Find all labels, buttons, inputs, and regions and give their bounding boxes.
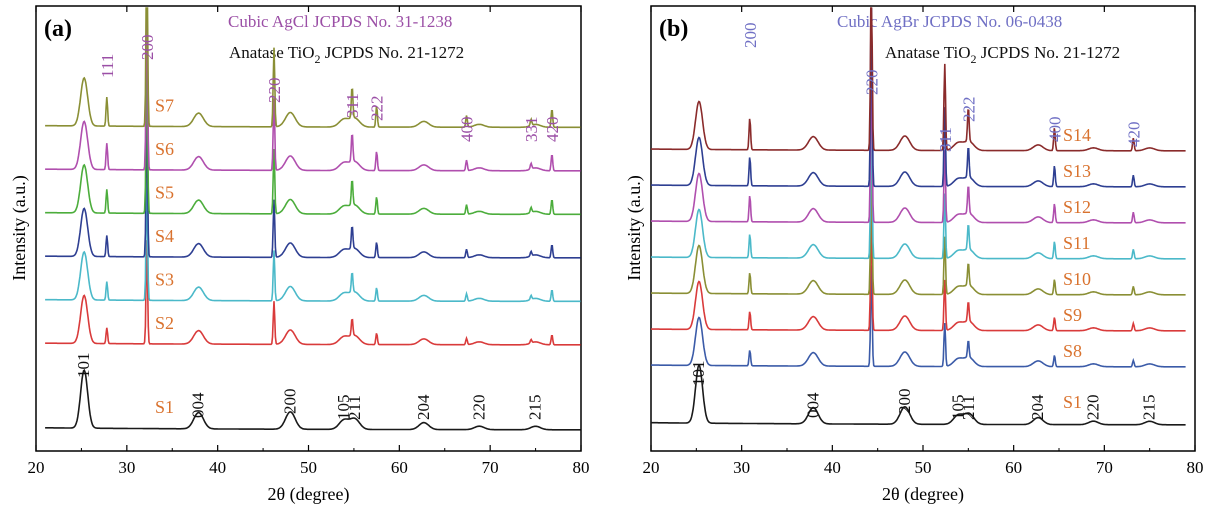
chart-panel-b: 20 30 40 50 60 70 80 2θ (degree) Intensity (a.u.…: [624, 5, 1204, 505]
anatase-peak-label: 105: [334, 395, 353, 421]
x-axis-title: 2θ (degree): [882, 484, 964, 505]
series-line-s7: [45, 7, 581, 129]
panel-label: (b): [659, 16, 688, 42]
x-tick-label: 60: [391, 458, 408, 477]
series-line-s14: [651, 7, 1186, 152]
anatase-peak-label: 101: [74, 353, 93, 379]
series-label-s3: S3: [155, 270, 174, 290]
anatase-peak-label: 004: [803, 392, 822, 418]
series-label-s5: S5: [155, 183, 174, 203]
anatase-peak-label: 220: [469, 395, 488, 421]
series-label-s11: S11: [1063, 233, 1090, 253]
plot-frame: [650, 5, 1196, 452]
panel-label: (a): [44, 16, 72, 42]
anatase-peak-label: 105: [948, 395, 967, 421]
x-tick-label: 20: [643, 458, 660, 477]
halide-peak-label: 311: [343, 93, 362, 118]
halide-peak-label: 111: [98, 54, 117, 78]
series-line-s11: [651, 106, 1186, 260]
halide-peak-label: 220: [862, 70, 881, 96]
series-label-s2: S2: [155, 313, 174, 333]
series-label-s1: S1: [1063, 392, 1082, 412]
halide-peak-label: 200: [741, 23, 760, 49]
reference-card-anatase: Anatase TiO2 JCPDS No. 21-1272: [229, 43, 464, 66]
series-label-s7: S7: [155, 96, 174, 116]
x-tick-label: 80: [573, 458, 590, 477]
x-tick-label: 60: [1005, 458, 1022, 477]
series-line-s4: [45, 118, 581, 259]
halide-peak-label: 420: [543, 117, 562, 143]
anatase-peak-label: 204: [1028, 394, 1047, 420]
x-tick-label: 40: [824, 458, 841, 477]
anatase-peak-label: 200: [895, 389, 914, 415]
halide-peak-label: 420: [1124, 122, 1143, 148]
series-label-s6: S6: [155, 139, 174, 159]
series-label-s9: S9: [1063, 305, 1082, 325]
x-tick-label: 50: [300, 458, 317, 477]
series-line-s10: [651, 159, 1186, 296]
anatase-peak-label: 211: [959, 395, 978, 420]
anatase-peak-label: 220: [1083, 395, 1102, 421]
series-label-s12: S12: [1063, 197, 1091, 217]
anatase-peak-label: 200: [280, 389, 299, 415]
plot-frame: [35, 5, 582, 452]
halide-peak-label: 311: [936, 127, 955, 152]
series-line-s8: [651, 265, 1186, 368]
series-label-s10: S10: [1063, 269, 1091, 289]
x-tick-label: 70: [1096, 458, 1113, 477]
x-tick-label: 80: [1187, 458, 1204, 477]
x-tick-label: 30: [118, 458, 135, 477]
halide-peak-label: 400: [1045, 117, 1064, 143]
series-line-s9: [651, 212, 1186, 332]
x-tick-label: 50: [915, 458, 932, 477]
series-line-s3: [45, 179, 581, 303]
series-line-s12: [651, 54, 1186, 224]
series-line-s2: [45, 240, 581, 346]
series-line-s1: [651, 363, 1186, 426]
series-label-s13: S13: [1063, 161, 1091, 181]
halide-peak-label: 200: [138, 35, 157, 61]
series-line-s1: [45, 368, 581, 431]
reference-card-halide: Cubic AgCl JCPDS No. 31-1238: [228, 12, 452, 31]
series-label-s8: S8: [1063, 341, 1082, 361]
series-label-s14: S14: [1063, 125, 1091, 145]
anatase-peak-label: 211: [345, 395, 364, 420]
halide-peak-label: 400: [458, 117, 477, 143]
anatase-peak-label: 204: [414, 394, 433, 420]
anatase-peak-label: 004: [189, 392, 208, 418]
x-axis-title: 2θ (degree): [267, 484, 349, 505]
halide-peak-label: 220: [265, 78, 284, 104]
series-line-s5: [45, 57, 581, 216]
x-tick-label: 20: [28, 458, 45, 477]
reference-card-anatase: Anatase TiO2 JCPDS No. 21-1272: [885, 43, 1120, 66]
y-axis-title: Intensity (a.u.): [624, 175, 645, 280]
series-line-s6: [45, 7, 581, 172]
halide-peak-label: 222: [368, 96, 387, 122]
halide-peak-label: 331: [522, 117, 541, 143]
series-label-s4: S4: [155, 226, 174, 246]
reference-card-halide: Cubic AgBr JCPDS No. 06-0438: [837, 12, 1062, 31]
anatase-peak-label: 101: [689, 361, 708, 387]
y-axis-title: Intensity (a.u.): [9, 175, 30, 280]
series-label-s1: S1: [155, 397, 174, 417]
series-line-s13: [651, 7, 1186, 188]
anatase-peak-label: 215: [1140, 395, 1159, 421]
halide-peak-label: 222: [959, 97, 978, 123]
anatase-peak-label: 215: [526, 395, 545, 421]
x-tick-label: 40: [209, 458, 226, 477]
x-tick-label: 30: [733, 458, 750, 477]
x-tick-label: 70: [482, 458, 499, 477]
chart-panel-a: 20 30 40 50 60 70 80 2θ (degree) Intensity (a.u.…: [9, 5, 590, 505]
